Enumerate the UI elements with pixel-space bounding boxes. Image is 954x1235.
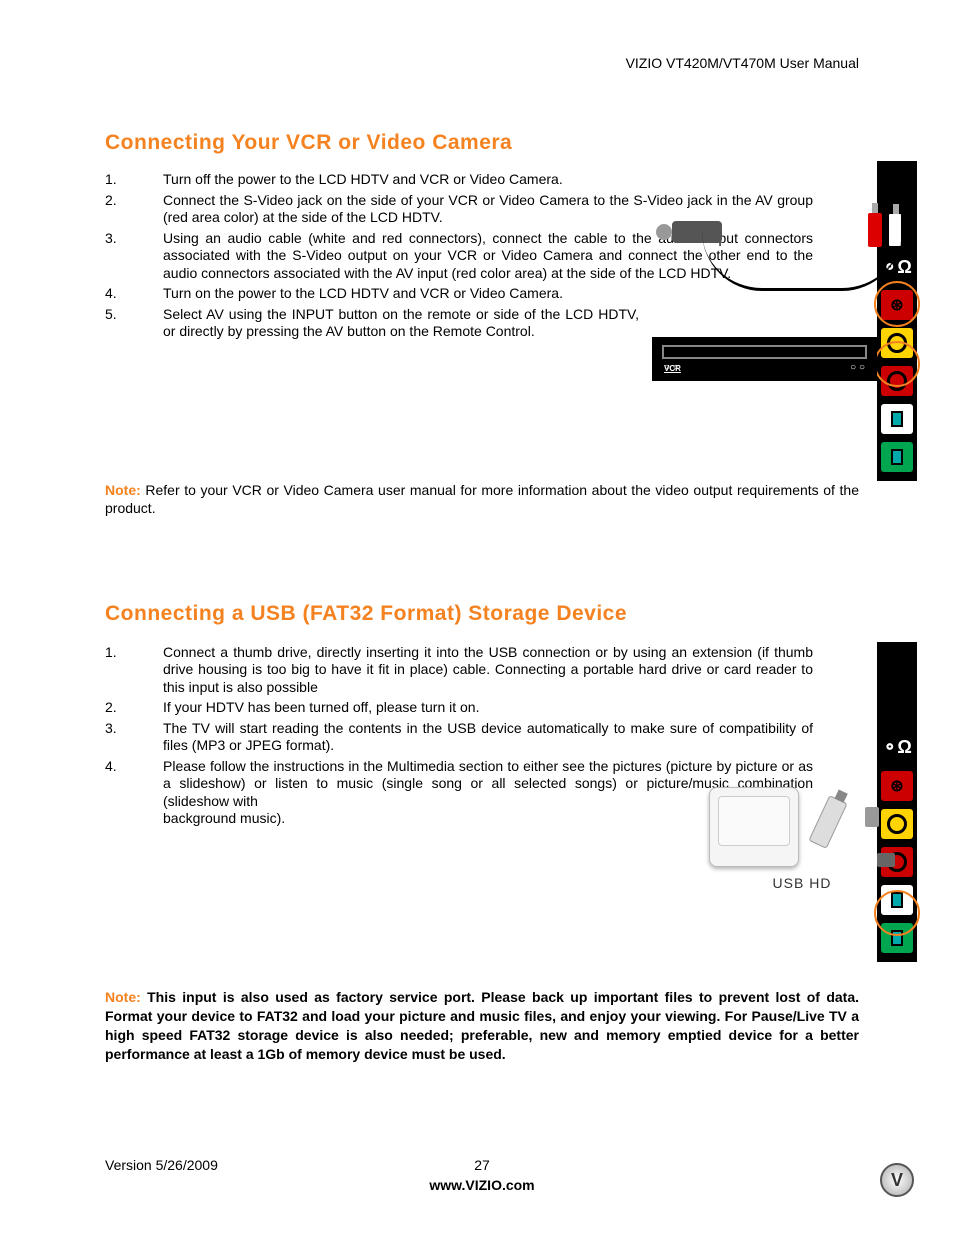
list-text: Connect the S-Video jack on the side of …: [163, 192, 813, 226]
list-text: Turn on the power to the LCD HDTV and VC…: [163, 285, 563, 301]
vcr-illustration: ○ ○ ○ ○ VCR: [652, 281, 917, 381]
vizio-logo-icon: V: [880, 1163, 914, 1197]
usb-illustration: USB HD: [687, 787, 917, 891]
list-number: 3.: [105, 720, 135, 738]
list-item: 3.The TV will start reading the contents…: [163, 720, 859, 755]
footer-page-number: 27: [474, 1157, 490, 1173]
list-number: 4.: [105, 758, 135, 776]
wire-icon: [702, 231, 902, 291]
vcr-note: Note: Refer to your VCR or Video Camera …: [105, 481, 859, 517]
list-item: 1.Turn off the power to the LCD HDTV and…: [163, 171, 859, 189]
footer-version: Version 5/26/2009: [105, 1157, 218, 1173]
list-text: If your HDTV has been turned off, please…: [163, 699, 479, 715]
section-vcr-title: Connecting Your VCR or Video Camera: [105, 131, 859, 155]
audio-l-port-icon: [881, 404, 913, 434]
manual-header: VIZIO VT420M/VT470M User Manual: [105, 55, 859, 71]
list-text: Select AV using the INPUT button on the …: [163, 306, 639, 340]
list-number: 1.: [105, 171, 135, 189]
usb-hd-icon: [709, 787, 799, 867]
note-text: Refer to your VCR or Video Camera user m…: [105, 482, 859, 516]
vcr-label: VCR: [664, 364, 681, 373]
usb-hd-label: USB HD: [687, 875, 917, 891]
cable-icon: [672, 241, 912, 321]
usb-stick-icon: [808, 795, 847, 849]
footer-url: www.VIZIO.com: [105, 1177, 859, 1193]
list-item: 1.Connect a thumb drive, directly insert…: [163, 644, 859, 697]
note-text: This input is also used as factory servi…: [105, 989, 859, 1062]
list-number: 3.: [105, 230, 135, 248]
page-footer: Version 5/26/2009 27 www.VIZIO.com V: [105, 1157, 859, 1193]
list-text: Turn off the power to the LCD HDTV and V…: [163, 171, 563, 187]
section-usb: Connecting a USB (FAT32 Format) Storage …: [105, 602, 859, 1064]
list-number: 1.: [105, 644, 135, 662]
note-label: Note:: [105, 482, 141, 498]
list-number: 4.: [105, 285, 135, 303]
list-item: 2.Connect the S-Video jack on the side o…: [163, 192, 859, 227]
list-item: 2.If your HDTV has been turned off, plea…: [163, 699, 859, 717]
usb-port-icon: [881, 442, 913, 472]
section-usb-title: Connecting a USB (FAT32 Format) Storage …: [105, 602, 859, 626]
note-label: Note:: [105, 989, 141, 1005]
usb-cable-icon: [850, 807, 895, 867]
section-vcr: Connecting Your VCR or Video Camera 1.Tu…: [105, 131, 859, 517]
list-number: 2.: [105, 192, 135, 210]
vcr-device-icon: ○ ○ ○ ○ VCR: [652, 337, 877, 381]
list-number: 2.: [105, 699, 135, 717]
usb-note: Note: This input is also used as factory…: [105, 988, 859, 1064]
list-text: Connect a thumb drive, directly insertin…: [163, 644, 813, 695]
highlight-ring-icon: [874, 890, 920, 936]
headphone-port-icon: ⚬Ω: [881, 733, 913, 763]
list-number: 5.: [105, 306, 135, 324]
list-text: The TV will start reading the contents i…: [163, 720, 813, 754]
